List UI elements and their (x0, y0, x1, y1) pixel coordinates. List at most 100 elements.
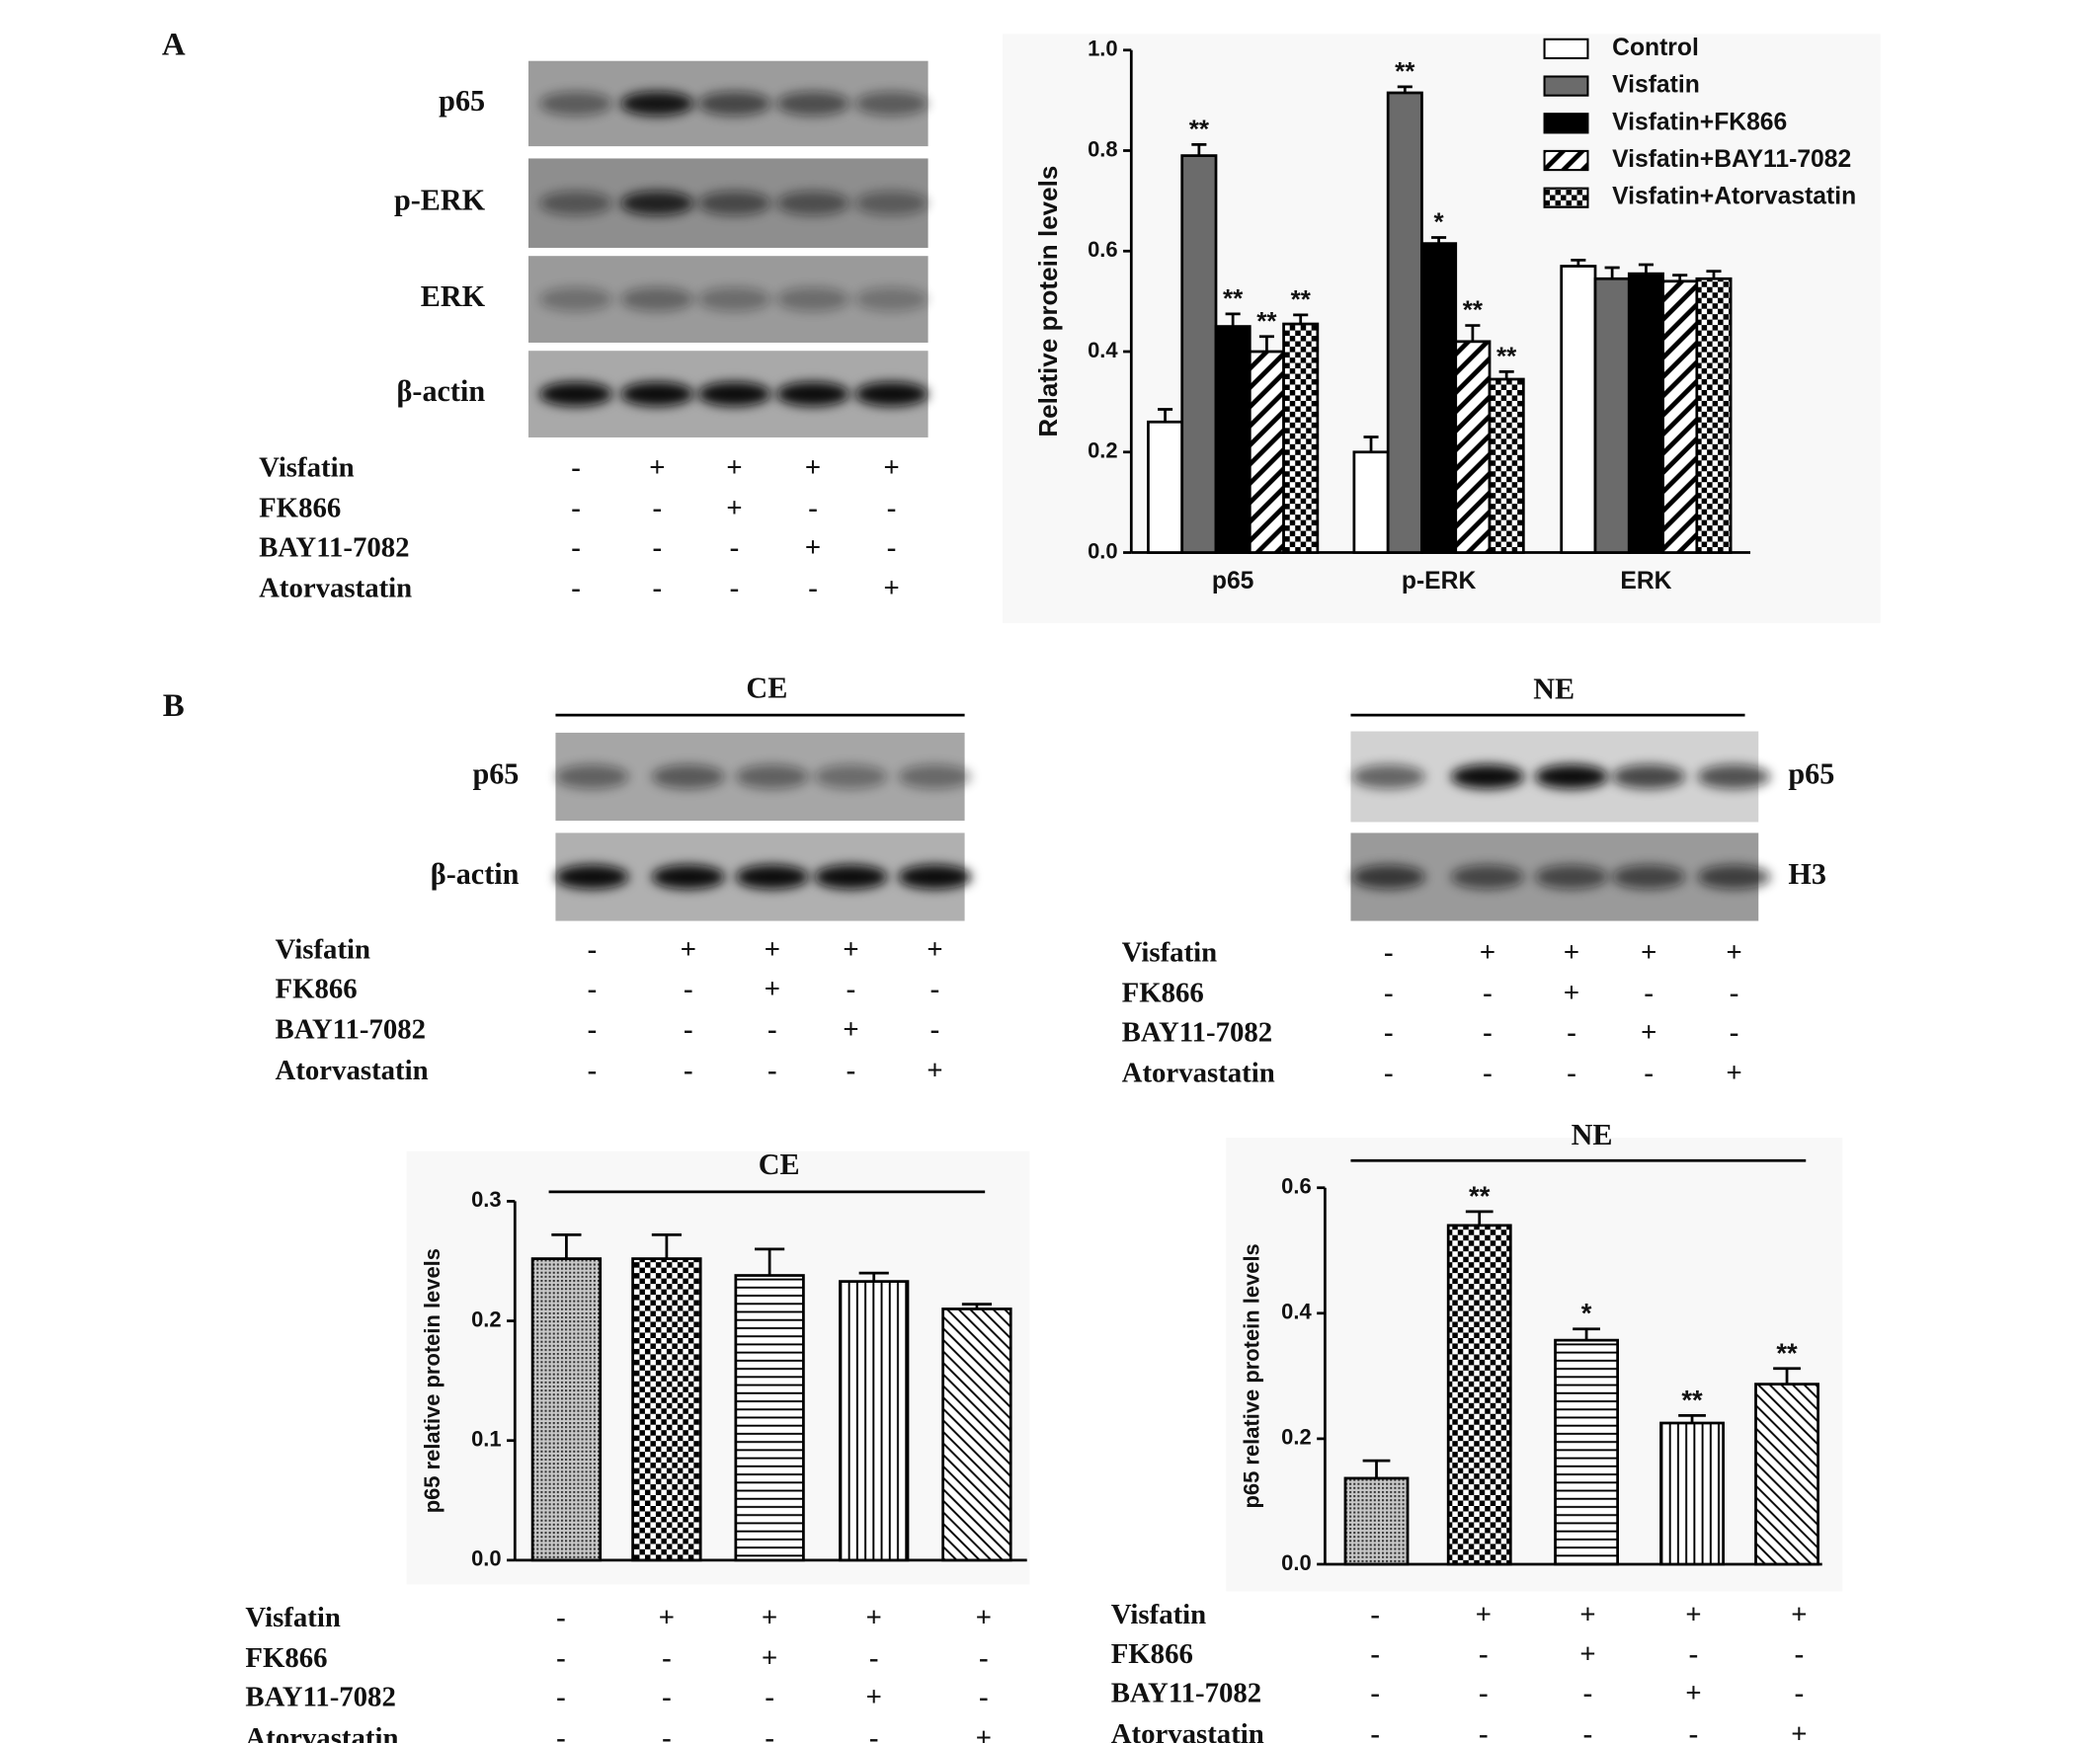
blot-band (555, 764, 629, 789)
treatment-sign: - (1370, 1599, 1380, 1630)
significance: ** (1256, 306, 1277, 336)
x-tick-label: ERK (1620, 568, 1671, 594)
treatment-sign: - (1795, 1678, 1805, 1709)
significance: ** (1223, 283, 1244, 313)
legend-swatch (1543, 149, 1589, 172)
treatment-sign: + (883, 451, 899, 483)
treatment-sign: - (765, 1682, 774, 1713)
treatment-sign: + (1685, 1678, 1701, 1709)
treatment-sign: + (1791, 1718, 1807, 1743)
blot-band (620, 91, 694, 117)
blot-band (854, 91, 929, 117)
treatment-sign: + (843, 934, 858, 966)
treatment-sign: + (649, 451, 665, 483)
x-tick-label: p-ERK (1402, 568, 1477, 594)
treatment-label: FK866 (259, 493, 341, 524)
blot-band (775, 381, 850, 407)
y-tick-label: 0.4 (1281, 1300, 1312, 1324)
legend-label: Visfatin (1612, 72, 1700, 99)
y-tick-label: 1.0 (1088, 37, 1117, 61)
blot-label: ERK (421, 279, 486, 313)
blot-band (1351, 764, 1425, 789)
treatment-sign: - (1644, 978, 1654, 1009)
blot-band (1534, 864, 1609, 890)
treatment-sign: - (556, 1602, 566, 1633)
blot-band (898, 864, 972, 890)
error-bar (1362, 1459, 1391, 1478)
treatment-sign: + (1726, 1058, 1741, 1089)
treatment-sign: - (887, 531, 897, 563)
y-tick-label: 0.0 (1281, 1550, 1312, 1575)
treatment-sign: - (1567, 1058, 1576, 1089)
treatment-sign: + (765, 973, 780, 1004)
significance: * (1434, 207, 1445, 237)
treatment-sign: - (652, 531, 662, 563)
treatment-sign: - (588, 1014, 598, 1046)
legend-label: Visfatin+Atorvastatin (1612, 184, 1856, 210)
treatment-sign: - (652, 573, 662, 604)
legend-swatch (1543, 38, 1589, 59)
significance: ** (1395, 56, 1415, 86)
treatment-label: BAY11-7082 (1111, 1678, 1261, 1709)
error-bar (551, 1232, 582, 1259)
error-bar (1678, 1414, 1706, 1424)
blot-band (775, 91, 850, 117)
bar (1248, 350, 1285, 554)
treatment-sign: - (662, 1642, 672, 1674)
bar (839, 1280, 910, 1562)
treatment-sign: - (1689, 1718, 1699, 1743)
treatment-sign: + (1564, 936, 1579, 968)
error-bar (1363, 436, 1379, 452)
error-bar (1431, 236, 1447, 244)
treatment-sign: - (979, 1642, 989, 1674)
treatment-sign: + (1579, 1599, 1595, 1630)
treatment-sign: + (805, 531, 821, 563)
error-bar (1638, 263, 1654, 275)
blot-band (1697, 864, 1771, 890)
bar (1180, 154, 1218, 554)
treatment-sign: - (1483, 1016, 1493, 1048)
legend-swatch (1543, 187, 1589, 208)
treatment-label: BAY11-7082 (1122, 1016, 1272, 1048)
treatment-sign: - (588, 934, 598, 966)
significance: ** (1681, 1385, 1703, 1415)
treatment-sign: - (1567, 1016, 1576, 1048)
blot-band (620, 286, 694, 312)
treatment-sign: - (808, 493, 818, 524)
error-bar (1465, 324, 1481, 342)
treatment-sign: - (684, 1014, 693, 1046)
treatment-sign: - (847, 1055, 856, 1086)
error-bar (1706, 270, 1722, 279)
treatment-sign: - (979, 1682, 989, 1713)
bar (1386, 91, 1423, 554)
bar (1420, 242, 1458, 554)
blot-band (854, 381, 929, 407)
treatment-sign: + (843, 1014, 858, 1046)
treatment-sign: - (1583, 1678, 1593, 1709)
treatment-sign: - (1644, 1058, 1654, 1089)
legend-swatch (1543, 113, 1589, 134)
treatment-sign: - (684, 1055, 693, 1086)
treatment-sign: + (726, 451, 742, 483)
significance: ** (1463, 295, 1484, 325)
treatment-sign: - (1730, 1016, 1739, 1048)
plot-background (406, 1150, 1030, 1585)
treatment-label: Atorvastatin (1111, 1718, 1264, 1743)
treatment-sign: + (976, 1602, 992, 1633)
treatment-sign: + (927, 1055, 942, 1086)
x-tick-label: p65 (1212, 568, 1254, 594)
treatment-sign: + (726, 493, 742, 524)
y-tick-label: 0.4 (1088, 338, 1118, 362)
bar (530, 1257, 603, 1562)
treatment-sign: - (767, 1014, 777, 1046)
blot-band (697, 91, 771, 117)
treatment-label: FK866 (245, 1642, 327, 1674)
bar (1343, 1476, 1410, 1566)
error-bar (1191, 143, 1207, 156)
error-bar (1672, 274, 1688, 281)
blot-band (651, 764, 725, 789)
treatment-sign: - (662, 1722, 672, 1743)
treatment-sign: - (652, 493, 662, 524)
y-tick-label: 0.2 (1281, 1425, 1312, 1450)
treatment-sign: - (1370, 1678, 1380, 1709)
